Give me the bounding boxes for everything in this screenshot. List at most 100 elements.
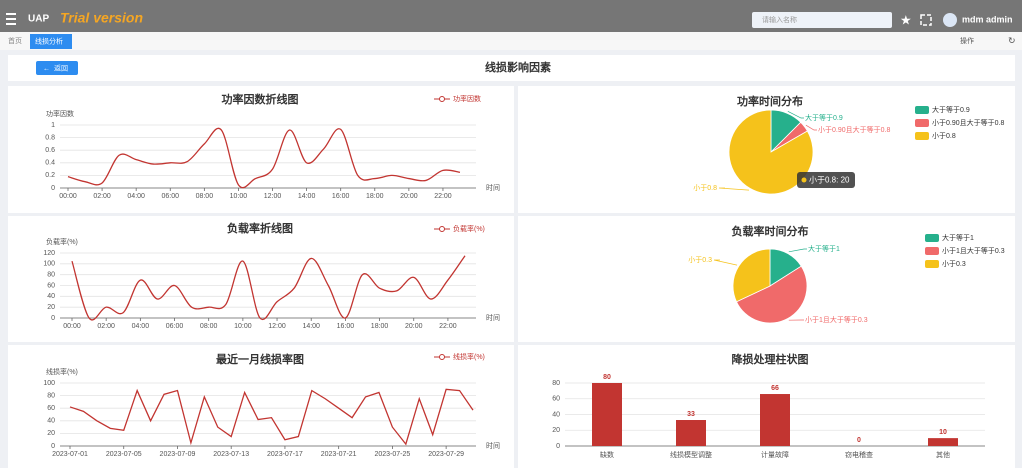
- back-label[interactable]: 返回: [54, 64, 68, 72]
- tab[interactable]: 线损分析: [35, 36, 63, 45]
- legend-label: 大于等于1: [942, 233, 974, 242]
- y-tick-label: 40: [552, 411, 560, 418]
- x-tick-label: 02:00: [97, 323, 115, 330]
- y-tick-label: 40: [47, 293, 55, 300]
- legend-label: 功率因数: [453, 94, 481, 103]
- x-tick-label: 2023-07-17: [267, 451, 303, 458]
- x-tick-label: 18:00: [366, 193, 384, 200]
- y-tick-label: 60: [47, 282, 55, 289]
- x-tick-label: 22:00: [434, 193, 452, 200]
- x-tick-label: 00:00: [59, 193, 77, 200]
- slice-label: 小于0.3: [688, 255, 712, 264]
- x-tick-label: 06:00: [161, 193, 179, 200]
- y-tick-label: 0.6: [45, 147, 55, 154]
- y-axis-name: 负载率(%): [46, 237, 78, 246]
- x-tick-label: 10:00: [234, 323, 252, 330]
- value-label: 0: [857, 437, 861, 444]
- x-tick-label: 计量故障: [761, 450, 789, 459]
- legend-label: 负载率(%): [453, 224, 485, 233]
- trial-label: Trial version: [60, 10, 143, 26]
- y-tick-label: 0.8: [45, 134, 55, 141]
- y-tick-label: 0: [51, 185, 55, 192]
- legend-label: 大于等于0.9: [932, 105, 970, 114]
- x-axis-name: 时间: [486, 183, 500, 192]
- value-label: 10: [939, 429, 947, 436]
- x-tick-label: 2023-07-25: [374, 451, 410, 458]
- chart-title: 功率因数折线图: [222, 92, 299, 106]
- tab[interactable]: 首页: [8, 36, 22, 45]
- x-axis-name: 时间: [486, 441, 500, 450]
- y-tick-label: 60: [552, 396, 560, 403]
- x-tick-label: 18:00: [371, 323, 389, 330]
- y-tick-label: 1: [51, 122, 55, 129]
- x-tick-label: 20:00: [400, 193, 418, 200]
- x-tick-label: 窃电稽查: [845, 450, 873, 459]
- x-axis-name: 时间: [486, 313, 500, 322]
- value-label: 80: [603, 374, 611, 381]
- x-tick-label: 12:00: [264, 193, 282, 200]
- x-tick-label: 2023-07-29: [428, 451, 464, 458]
- y-tick-label: 100: [43, 261, 55, 268]
- chart-title: 负载率时间分布: [732, 224, 809, 238]
- y-axis-name: 线损率(%): [46, 367, 78, 376]
- x-tick-label: 2023-07-01: [52, 451, 88, 458]
- x-tick-label: 14:00: [302, 323, 320, 330]
- chart-title: 负载率折线图: [227, 221, 293, 235]
- y-tick-label: 80: [47, 392, 55, 399]
- x-tick-label: 2023-07-09: [160, 451, 196, 458]
- logo: UAP: [28, 14, 49, 25]
- legend-swatch: [440, 97, 445, 102]
- x-tick-label: 线损模型调整: [670, 450, 712, 459]
- y-tick-label: 0.2: [45, 172, 55, 179]
- y-tick-label: 0: [51, 443, 55, 450]
- bar: [592, 383, 622, 446]
- user-name[interactable]: mdm admin: [962, 14, 1013, 24]
- legend-swatch: [915, 106, 929, 114]
- y-tick-label: 20: [47, 304, 55, 311]
- x-tick-label: 20:00: [405, 323, 423, 330]
- x-tick-label: 00:00: [63, 323, 81, 330]
- slice-label: 大于等于0.9: [805, 113, 843, 122]
- slice-label: 小于0.90且大于等于0.8: [818, 125, 890, 134]
- page-title: 线损影响因素: [485, 60, 551, 74]
- legend-swatch: [440, 227, 445, 232]
- refresh-icon[interactable]: ↻: [1008, 35, 1016, 45]
- actions-menu[interactable]: 操作: [960, 36, 974, 45]
- legend-swatch: [915, 119, 929, 127]
- chart-title: 功率时间分布: [737, 94, 803, 108]
- legend-label: 小于1且大于等于0.3: [942, 246, 1005, 255]
- x-tick-label: 其他: [936, 450, 950, 459]
- x-tick-label: 06:00: [166, 323, 184, 330]
- y-tick-label: 20: [47, 430, 55, 437]
- avatar[interactable]: [943, 13, 957, 27]
- slice-label: 小于1且大于等于0.3: [805, 315, 868, 324]
- x-tick-label: 22:00: [439, 323, 457, 330]
- y-tick-label: 0.4: [45, 160, 55, 167]
- x-tick-label: 10:00: [230, 193, 248, 200]
- y-tick-label: 20: [552, 427, 560, 434]
- x-tick-label: 02:00: [93, 193, 111, 200]
- tooltip-text: 小于0.8: 20: [809, 176, 850, 185]
- y-tick-label: 100: [43, 380, 55, 387]
- x-tick-label: 04:00: [127, 193, 145, 200]
- x-tick-label: 08:00: [200, 323, 218, 330]
- legend-swatch: [915, 132, 929, 140]
- y-tick-label: 0: [51, 315, 55, 322]
- legend-swatch: [925, 260, 939, 268]
- star-icon[interactable]: ★: [900, 12, 912, 27]
- slice-label: 小于0.8: [693, 183, 717, 192]
- search-placeholder: 请输入名称: [762, 15, 797, 24]
- slice-label: 大于等于1: [808, 244, 840, 253]
- bar: [760, 394, 790, 446]
- bar: [676, 420, 706, 446]
- x-tick-label: 缺数: [600, 450, 614, 459]
- y-tick-label: 80: [552, 380, 560, 387]
- y-tick-label: 80: [47, 272, 55, 279]
- value-label: 33: [687, 411, 695, 418]
- x-tick-label: 04:00: [132, 323, 150, 330]
- back-arrow[interactable]: ←: [43, 65, 50, 72]
- y-tick-label: 40: [47, 418, 55, 425]
- y-axis-name: 功率因数: [46, 109, 74, 118]
- bar: [928, 438, 958, 446]
- legend-label: 小于0.90且大于等于0.8: [932, 118, 1004, 127]
